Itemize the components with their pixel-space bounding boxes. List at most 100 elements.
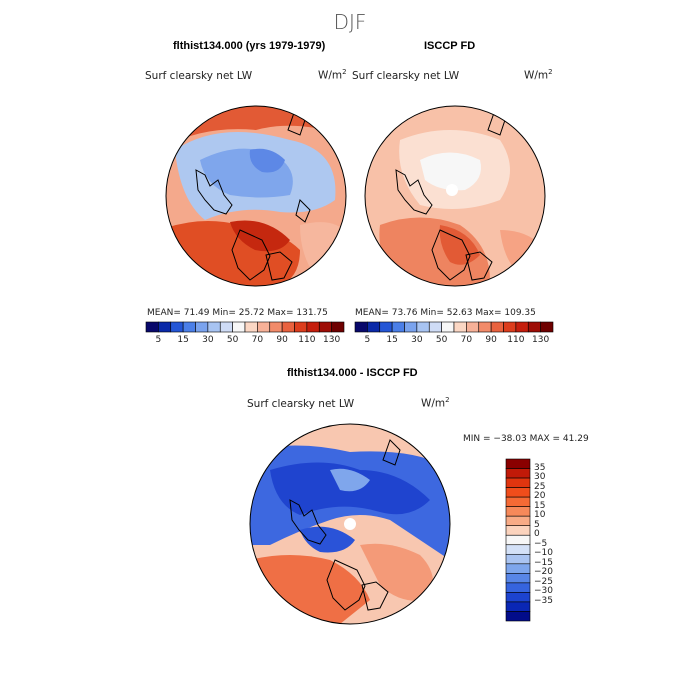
colorbar-difference-swatch <box>505 534 531 546</box>
panel2-field-label: Surf clearsky net LW <box>352 70 460 82</box>
colorbar-obs-tick-label: 30 <box>411 335 423 345</box>
colorbar-model-swatch <box>331 321 345 333</box>
colorbar-model-tick-label: 5 <box>155 335 162 345</box>
colorbar-model-swatch <box>219 321 233 333</box>
colorbar-difference-swatch <box>505 515 531 527</box>
colorbar-model-swatch <box>232 321 246 333</box>
panel1-units-base: W/m <box>318 69 343 82</box>
colorbar-difference-tick-label: 25 <box>534 481 546 492</box>
colorbar-model-tick-label: 50 <box>226 335 239 345</box>
colorbar-difference-swatch <box>505 487 531 498</box>
colorbar-obs-swatch <box>503 321 517 333</box>
colorbar-difference-tick-label: −15 <box>534 557 553 568</box>
colorbar-model-swatch <box>195 321 209 333</box>
colorbar-difference-swatch <box>505 553 531 565</box>
colorbar-difference-tick-label: 20 <box>534 491 546 502</box>
difference-units-exp: 2 <box>445 396 450 404</box>
colorbar-model-tick-label: 130 <box>323 335 341 345</box>
colorbar-obs <box>354 321 554 333</box>
colorbar-difference-tick-label: −35 <box>534 595 553 606</box>
colorbar-difference-swatch <box>505 496 531 507</box>
panel2-stats: MEAN= 73.76 Min= 52.63 Max= 109.35 <box>355 308 536 318</box>
colorbar-difference-swatch <box>505 477 531 488</box>
colorbar-model-swatch <box>170 321 184 333</box>
panel2-heading: ISCCP FD <box>424 40 476 52</box>
colorbar-obs-tick-label: 5 <box>364 335 371 345</box>
colorbar-model-swatch <box>182 321 196 333</box>
panel1-stats: MEAN= 71.49 Min= 25.72 Max= 131.75 <box>147 308 328 318</box>
colorbar-model-swatch <box>294 321 308 333</box>
colorbar-model-tick-label: 70 <box>251 335 264 345</box>
colorbar-model-tick-label: 110 <box>298 335 316 345</box>
colorbar-obs-tick-label: 50 <box>435 335 448 345</box>
colorbar-obs-swatch <box>428 321 442 333</box>
colorbar-difference-swatch <box>505 563 531 574</box>
colorbar-difference-swatch <box>505 601 531 612</box>
colorbar-difference <box>505 458 531 622</box>
colorbar-difference-tick-label: −30 <box>534 586 553 597</box>
colorbar-model-swatch <box>306 321 320 333</box>
difference-field-label: Surf clearsky net LW <box>247 398 355 410</box>
colorbar-difference-swatch <box>505 506 531 517</box>
colorbar-model-swatch <box>207 321 221 333</box>
colorbar-obs-tick-label: 70 <box>460 335 473 345</box>
colorbar-difference-tick-label: 30 <box>534 472 546 483</box>
colorbar-model-tick-label: 30 <box>202 335 214 345</box>
colorbar-difference-tick-label: −5 <box>534 538 548 549</box>
colorbar-model-tick-label: 15 <box>177 335 189 345</box>
colorbar-obs-tick-label: 15 <box>386 335 398 345</box>
colorbar-model-swatch <box>257 321 271 333</box>
colorbar-difference-swatch <box>505 592 531 603</box>
colorbar-obs-swatch <box>527 321 541 333</box>
colorbar-obs-swatch <box>515 321 529 333</box>
colorbar-difference-tick-label: 10 <box>534 510 546 521</box>
colorbar-obs-swatch <box>441 321 455 333</box>
colorbar-obs-swatch <box>391 321 405 333</box>
colorbar-obs-tick-label: 110 <box>507 335 525 345</box>
panel2-units: W/m2 <box>524 68 553 82</box>
colorbar-difference-tick-label: −20 <box>534 567 553 578</box>
colorbar-obs-swatch <box>478 321 492 333</box>
panel2-units-base: W/m <box>524 69 549 82</box>
colorbar-difference-tick-label: 5 <box>534 519 540 530</box>
colorbar-difference-swatch <box>505 458 531 469</box>
colorbar-obs-swatch <box>490 321 504 333</box>
colorbar-model-swatch <box>158 321 172 333</box>
colorbar-model-tick-label: 90 <box>276 335 288 345</box>
colorbar-model <box>145 321 345 333</box>
colorbar-obs-swatch <box>354 321 368 333</box>
colorbar-model-swatch <box>269 321 283 333</box>
colorbar-difference-tick-label: −10 <box>534 548 553 559</box>
colorbar-obs-swatch <box>404 321 418 333</box>
panel1-units: W/m2 <box>318 68 347 82</box>
colorbar-difference-tick-label: 15 <box>534 500 546 511</box>
colorbar-difference-tick-label: −25 <box>534 576 553 587</box>
colorbar-obs-swatch <box>367 321 381 333</box>
panel1-heading: flthist134.000 (yrs 1979-1979) <box>173 40 326 52</box>
difference-units-base: W/m <box>421 397 446 410</box>
colorbar-model-swatch <box>244 321 258 333</box>
colorbar-difference-swatch <box>505 582 531 593</box>
colorbar-model-swatch <box>145 321 159 333</box>
difference-heading: flthist134.000 - ISCCP FD <box>287 367 418 379</box>
colorbar-obs-swatch <box>416 321 430 333</box>
colorbar-obs-swatch <box>453 321 467 333</box>
colorbar-obs-swatch <box>540 321 554 333</box>
colorbar-obs-tick-label: 90 <box>485 335 497 345</box>
figure-title: DJF <box>333 10 367 34</box>
colorbar-difference-swatch <box>505 544 531 555</box>
difference-stats: MIN = −38.03 MAX = 41.29 <box>463 434 589 444</box>
colorbar-difference-tick-label: 35 <box>534 462 546 473</box>
colorbar-obs-tick-label: 130 <box>532 335 550 345</box>
colorbar-obs-swatch <box>379 321 393 333</box>
panel1-field-label: Surf clearsky net LW <box>145 70 253 82</box>
colorbar-model-swatch <box>318 321 332 333</box>
colorbar-difference-swatch <box>505 525 531 536</box>
colorbar-obs-swatch <box>466 321 480 333</box>
colorbar-difference-swatch <box>505 468 531 479</box>
panel2-units-exp: 2 <box>548 68 553 76</box>
colorbar-difference-swatch <box>505 573 531 584</box>
colorbar-model-swatch <box>281 321 295 333</box>
